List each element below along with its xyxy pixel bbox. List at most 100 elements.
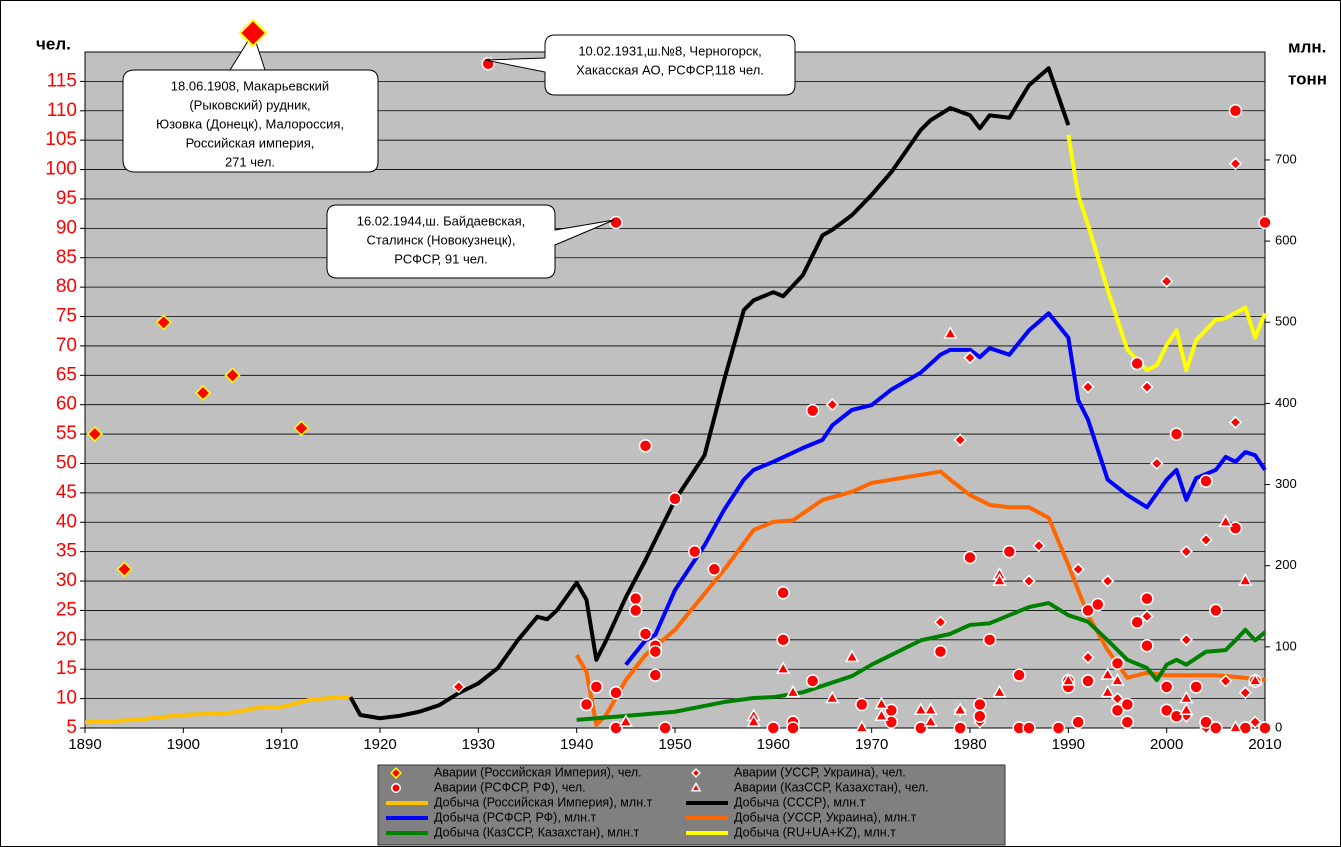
scatter-point xyxy=(1179,702,1194,716)
scatter-point xyxy=(1100,684,1115,698)
scatter-point xyxy=(884,715,899,729)
scatter-point xyxy=(1238,573,1253,586)
line-series xyxy=(576,601,1267,722)
scatter-point xyxy=(1209,603,1223,618)
scatter-point xyxy=(884,703,899,718)
y-tick-label: 100 xyxy=(45,159,77,180)
y-tick-label: 55 xyxy=(56,423,77,444)
scatter-point xyxy=(1179,633,1193,647)
scatter-point xyxy=(982,633,997,647)
scatter-point xyxy=(668,491,682,506)
x-tick-label: 1990 xyxy=(1052,736,1085,753)
scatter-point xyxy=(1140,380,1154,394)
scatter-point xyxy=(628,591,643,606)
x-tick-label: 1950 xyxy=(658,736,691,753)
x-tick-label: 1910 xyxy=(265,736,298,753)
y-tick-label: 10 xyxy=(56,688,77,709)
scatter-point xyxy=(1081,603,1095,618)
scatter-point xyxy=(1140,638,1154,653)
legend-label: Добыча (КазССР, Казахстан), млн.т xyxy=(434,825,640,839)
scatter-point xyxy=(933,615,948,629)
scatter-point xyxy=(786,721,800,735)
line-series xyxy=(84,695,351,725)
annotation: 271 чел. xyxy=(225,154,275,169)
annotation: Хакасская АО, РСФСР,118 чел. xyxy=(576,62,764,77)
scatter-point xyxy=(914,721,928,735)
scatter-point xyxy=(825,690,840,704)
annotation: Юзовка (Донецк), Малороссия, xyxy=(156,116,344,131)
scatter-point xyxy=(609,215,623,230)
scatter-point xyxy=(963,351,977,365)
scatter-point xyxy=(1228,719,1243,733)
scatter-point xyxy=(1159,703,1174,718)
scatter-point xyxy=(1051,721,1066,735)
legend-label: Добыча (СССР), млн.т xyxy=(734,795,866,809)
callout-box xyxy=(484,34,796,96)
x-tick-label: 2000 xyxy=(1150,736,1183,753)
scatter-point xyxy=(1032,539,1046,553)
scatter-point xyxy=(992,684,1007,698)
y-tick-label: 75 xyxy=(56,306,77,327)
x-tick-label: 1920 xyxy=(363,736,396,753)
scatter-point xyxy=(116,561,133,578)
line-series xyxy=(1066,134,1267,373)
y2-tick-label: 200 xyxy=(1275,557,1297,572)
scatter-point xyxy=(609,685,623,700)
scatter-point xyxy=(776,633,790,647)
scatter-point xyxy=(1110,703,1125,718)
scatter-point xyxy=(1002,544,1017,559)
scatter-point xyxy=(1022,574,1036,588)
scatter-point xyxy=(825,398,839,412)
scatter-point xyxy=(687,544,702,559)
scatter-point xyxy=(1228,521,1243,535)
scatter-point xyxy=(953,702,968,716)
y-tick-label: 60 xyxy=(56,394,77,415)
x-tick-label: 1970 xyxy=(855,736,888,753)
scatter-point xyxy=(658,721,672,735)
scatter-point xyxy=(691,768,701,778)
scatter-point xyxy=(390,767,402,779)
y-tick-label: 35 xyxy=(56,541,77,562)
scatter-point xyxy=(1228,104,1243,118)
y-tick-label: 70 xyxy=(56,335,77,356)
y-axis-label: чел. xyxy=(36,34,71,53)
scatter-point xyxy=(1140,609,1154,623)
scatter-point xyxy=(1081,674,1095,688)
scatter-point xyxy=(1169,709,1184,723)
y-tick-label: 65 xyxy=(56,364,77,385)
y-tick-label: 85 xyxy=(56,247,77,268)
scatter-point xyxy=(1120,715,1135,729)
scatter-point xyxy=(1150,456,1164,471)
y2-tick-label: 100 xyxy=(1275,638,1297,653)
scatter-point xyxy=(1130,615,1144,629)
scatter-point xyxy=(1199,474,1213,488)
x-tick-label: 1900 xyxy=(167,736,200,753)
scatter-point xyxy=(579,697,594,712)
scatter-point xyxy=(1179,545,1193,559)
legend-label: Аварии (УССР, Украина), чел. xyxy=(734,765,906,779)
line-series xyxy=(574,469,1266,727)
scatter-point xyxy=(776,661,791,674)
scatter-point xyxy=(1022,721,1036,735)
line-series xyxy=(348,66,1071,721)
scatter-point xyxy=(844,649,860,663)
scatter-point xyxy=(1219,674,1233,688)
y2-tick-label: 400 xyxy=(1275,395,1297,410)
callout-marker xyxy=(238,18,268,48)
y-tick-label: 5 xyxy=(66,717,77,738)
scatter-point xyxy=(648,644,663,659)
scatter-point xyxy=(224,367,241,384)
scatter-point xyxy=(1110,672,1125,686)
scatter-point xyxy=(1248,672,1263,686)
scatter-point xyxy=(953,721,967,735)
y2-tick-label: 600 xyxy=(1275,233,1297,248)
scatter-point xyxy=(1140,591,1154,606)
annotation: (Рыковский) рудник, xyxy=(189,97,310,112)
scatter-point xyxy=(874,708,889,721)
scatter-point xyxy=(452,680,466,694)
y2-axis-label: тонн xyxy=(1288,69,1327,88)
scatter-point xyxy=(1110,656,1125,671)
annotation: РСФСР, 91 чел. xyxy=(394,251,487,266)
scatter-point xyxy=(155,314,172,331)
